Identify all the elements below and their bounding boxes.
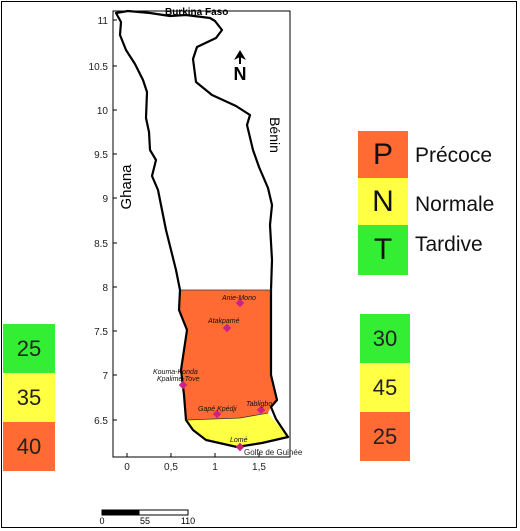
- map-plot-frame: [112, 10, 291, 458]
- left-percent-tardive: 25: [3, 324, 55, 373]
- city-label: Kpalime-Tove: [157, 376, 200, 383]
- city-marker-icon: [178, 380, 188, 390]
- left-percent-normale: 35: [3, 373, 55, 422]
- left-percent-tardive-value: 25: [16, 335, 42, 361]
- legend-letter-n: N: [372, 184, 394, 218]
- left-percent-precoce: 40: [3, 422, 55, 471]
- x-axis: 0 0,5 1 1,5: [124, 453, 266, 473]
- legend-swatch-precoce: P: [358, 131, 408, 178]
- x-tick-label: 1: [212, 462, 218, 473]
- city-label: Atakpamé: [207, 318, 240, 325]
- x-tick-label: 1,5: [252, 462, 266, 473]
- y-tick-label: 9: [102, 194, 108, 205]
- city-label: Anie-Mono: [221, 295, 256, 302]
- north-label: N: [234, 64, 247, 84]
- legend-letter-t: T: [373, 233, 393, 266]
- scale-bar: 0 55 110: [99, 509, 195, 526]
- city-marker-icon: [235, 442, 245, 452]
- burkina-faso-label: Burkina Faso: [165, 7, 228, 18]
- legend-letter-p: P: [372, 137, 393, 171]
- y-tick-label: 6.5: [94, 416, 108, 427]
- y-tick-label: 9.5: [94, 150, 108, 161]
- benin-label: Bénin: [267, 117, 283, 153]
- zone-border-south: [185, 412, 269, 421]
- gulf-label: Golfe de Guinée: [244, 448, 303, 457]
- y-tick-label: 11: [98, 16, 109, 27]
- right-percent-tardive-value: 30: [372, 325, 398, 351]
- x-tick-label: 0,5: [164, 462, 178, 473]
- scale-tick-55: 55: [140, 516, 150, 526]
- left-percent-normale-value: 35: [16, 384, 42, 410]
- city-marker-icon: [256, 405, 266, 415]
- y-tick-label: 8: [102, 283, 108, 294]
- y-axis: 11 10.5 10 9.5 9 8.5 8 7.5 7 6.5: [89, 16, 117, 427]
- legend-label-precoce: Précoce: [415, 144, 493, 167]
- legend-swatch-normale: N: [358, 178, 408, 225]
- city-label: Kouma-Konda: [153, 369, 198, 376]
- left-percent-precoce-value: 40: [16, 433, 42, 459]
- scale-tick-0: 0: [99, 516, 104, 526]
- legend-label-tardive: Tardive: [415, 233, 483, 256]
- legend-swatch-tardive: T: [358, 225, 408, 275]
- right-percent-normale: 45: [360, 363, 410, 412]
- legend-label-normale: Normale: [415, 193, 495, 216]
- city-marker-icon: [222, 323, 232, 333]
- city-markers: Anie-Mono Atakpamé Kouma-KondaKpalime-Tove…: [153, 295, 272, 452]
- y-tick-label: 8.5: [94, 239, 108, 250]
- y-tick-label: 10.5: [89, 62, 109, 73]
- scale-tick-110: 110: [181, 516, 195, 526]
- right-percent-precoce-value: 25: [372, 423, 398, 449]
- maritime-zone: [186, 413, 288, 447]
- city-marker-icon: [212, 409, 222, 419]
- plateaux-zone: [179, 290, 277, 420]
- city-label: Gapé Kpédji: [198, 406, 237, 413]
- city-label: Lomé: [230, 437, 248, 444]
- city-marker-icon: [235, 298, 245, 308]
- ghana-label: Ghana: [118, 164, 135, 210]
- right-percent-tardive: 30: [360, 314, 410, 363]
- y-tick-label: 7: [102, 371, 108, 382]
- right-percent-normale-value: 45: [372, 374, 398, 400]
- north-arrow-icon: N: [234, 50, 247, 84]
- right-percent-precoce: 25: [360, 412, 410, 461]
- city-label: Tabligbo: [246, 401, 272, 408]
- x-tick-label: 0: [124, 462, 130, 473]
- y-tick-label: 10: [97, 106, 109, 117]
- y-tick-label: 7.5: [94, 327, 108, 338]
- togo-outline: [114, 9, 290, 449]
